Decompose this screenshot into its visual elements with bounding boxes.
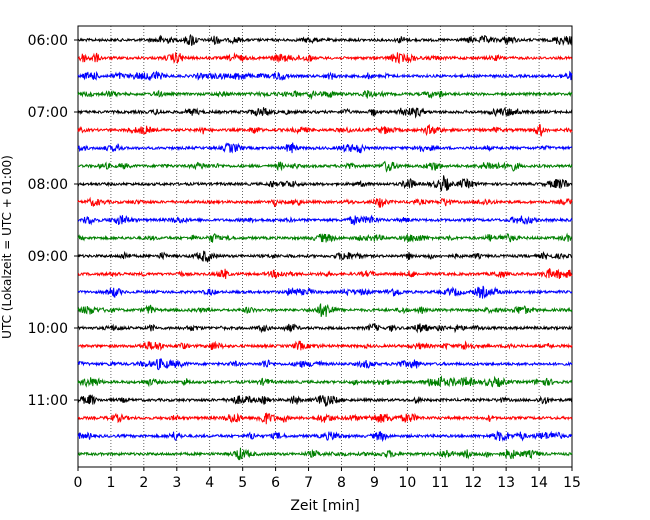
trace-06:00 (77, 33, 573, 46)
x-tick-label-2: 2 (139, 475, 148, 491)
x-tick-label-7: 7 (304, 475, 313, 491)
trace-10:30 (77, 358, 573, 371)
y-axis-label: UTC (Lokalzeit = UTC + 01:00) (0, 155, 14, 339)
trace-09:15 (77, 268, 573, 279)
x-tick-label-1: 1 (106, 475, 115, 491)
trace-11:00 (77, 394, 573, 407)
trace-09:30 (77, 285, 573, 299)
x-tick-label-9: 9 (370, 475, 379, 491)
trace-06:30 (77, 70, 573, 81)
x-tick-label-6: 6 (271, 475, 280, 491)
trace-09:00 (77, 250, 573, 263)
x-tick-label-15: 15 (563, 475, 581, 491)
trace-06:15 (77, 52, 573, 65)
x-axis-label: Zeit [min] (290, 498, 359, 514)
trace-08:15 (77, 196, 573, 208)
y-tick-label-07:00: 07:00 (28, 105, 68, 121)
trace-10:45 (77, 375, 573, 388)
trace-07:00 (77, 106, 573, 119)
trace-08:30 (77, 214, 573, 226)
trace-07:45 (77, 160, 573, 173)
trace-11:45 (77, 447, 573, 461)
y-tick-label-06:00: 06:00 (28, 33, 68, 49)
y-tick-label-08:00: 08:00 (28, 177, 68, 193)
trace-07:15 (77, 123, 573, 137)
trace-10:15 (77, 340, 573, 352)
y-tick-label-09:00: 09:00 (28, 249, 68, 265)
trace-08:00 (77, 175, 573, 192)
x-tick-label-4: 4 (205, 475, 214, 491)
plot-area (77, 25, 573, 468)
x-tick-label-13: 13 (497, 475, 515, 491)
x-tick-label-14: 14 (530, 475, 548, 491)
x-ticks: 0 1 2 3 4 5 6 7 8 9 10 11 12 13 14 15 (74, 467, 581, 491)
x-tick-label-5: 5 (238, 475, 247, 491)
x-tick-label-0: 0 (74, 475, 83, 491)
trace-10:00 (77, 323, 573, 334)
y-ticks: 06:00 07:00 08:00 09:00 10:00 11:00 (28, 33, 78, 409)
trace-07:30 (77, 142, 573, 154)
trace-09:45 (77, 303, 573, 318)
y-tick-label-11:00: 11:00 (28, 393, 68, 409)
trace-11:30 (77, 430, 573, 443)
x-tick-label-3: 3 (172, 475, 181, 491)
seismic-traces (77, 33, 573, 461)
x-tick-label-12: 12 (464, 475, 482, 491)
trace-11:15 (77, 411, 573, 425)
x-tick-label-8: 8 (337, 475, 346, 491)
y-tick-label-10:00: 10:00 (28, 321, 68, 337)
x-tick-label-10: 10 (398, 475, 416, 491)
x-tick-label-11: 11 (431, 475, 449, 491)
trace-08:45 (77, 232, 573, 243)
trace-06:45 (77, 89, 573, 101)
